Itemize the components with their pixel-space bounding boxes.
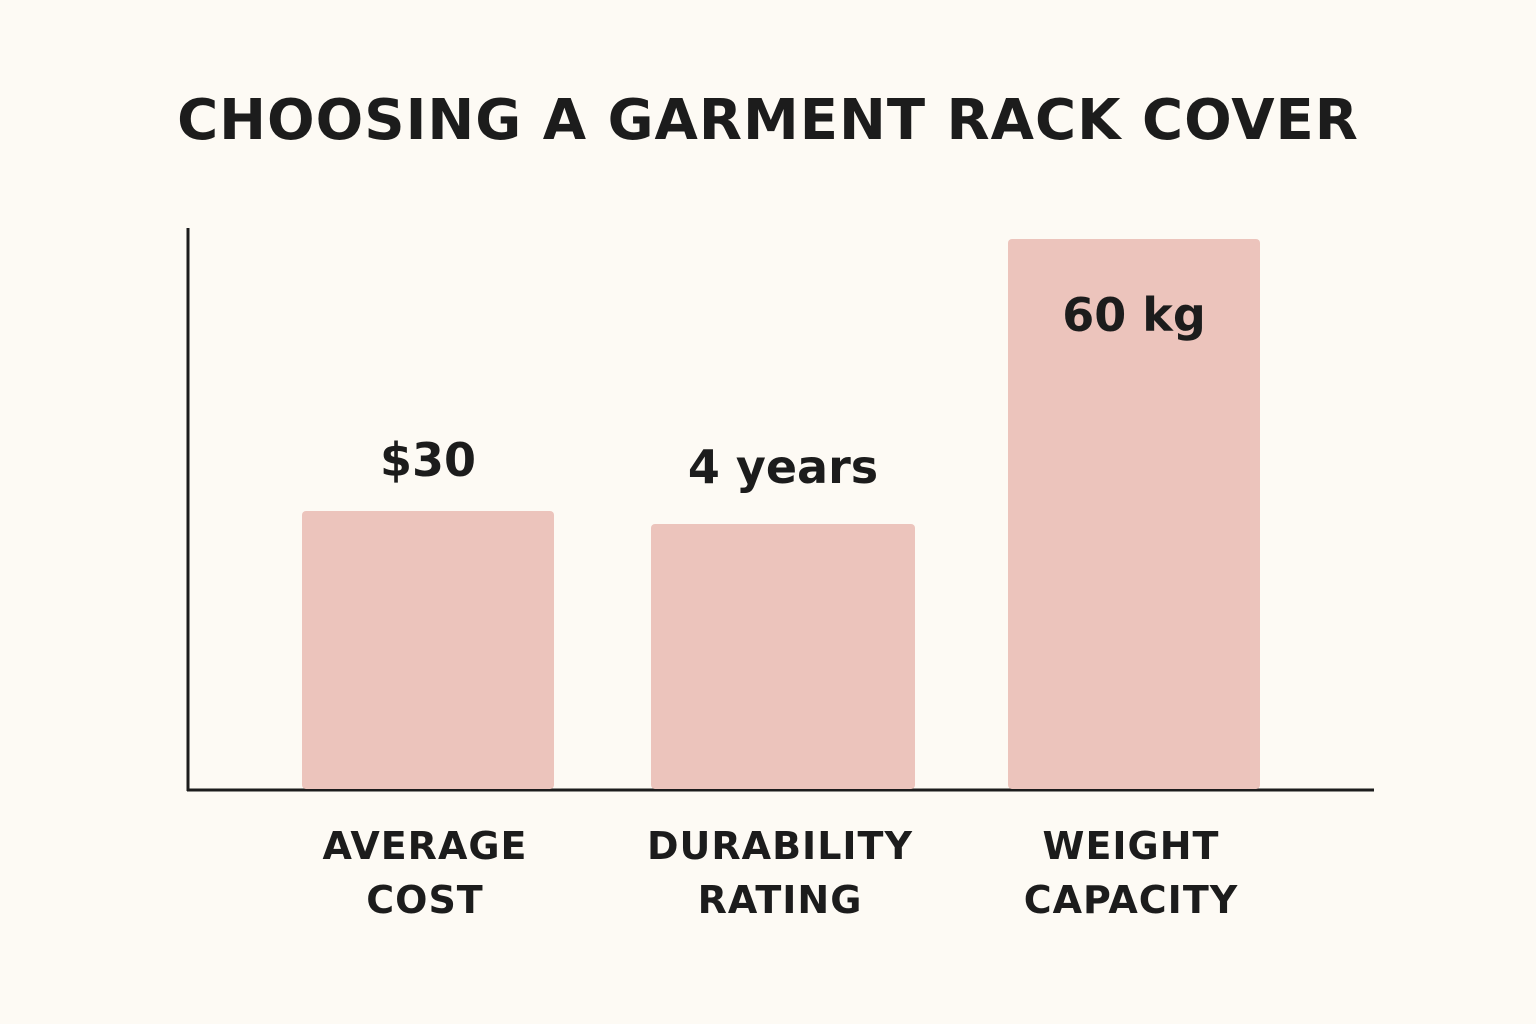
- bar-3: [1008, 239, 1260, 789]
- category-label-3-line-2: CAPACITY: [1024, 878, 1239, 922]
- value-label-3: 60 kg: [1062, 288, 1206, 342]
- value-label-2: 4 years: [688, 440, 878, 494]
- category-label-1-line-1: AVERAGE: [322, 824, 527, 868]
- bar-1: [302, 511, 554, 789]
- value-label-1: $30: [380, 433, 476, 487]
- category-label-3-line-1: WEIGHT: [1043, 824, 1220, 868]
- category-label-2-line-1: DURABILITY: [647, 824, 913, 868]
- bar-2: [651, 524, 915, 789]
- category-label-1-line-2: COST: [366, 878, 483, 922]
- chart-title: CHOOSING A GARMENT RACK COVER: [177, 88, 1359, 153]
- category-label-2-line-2: RATING: [698, 878, 863, 922]
